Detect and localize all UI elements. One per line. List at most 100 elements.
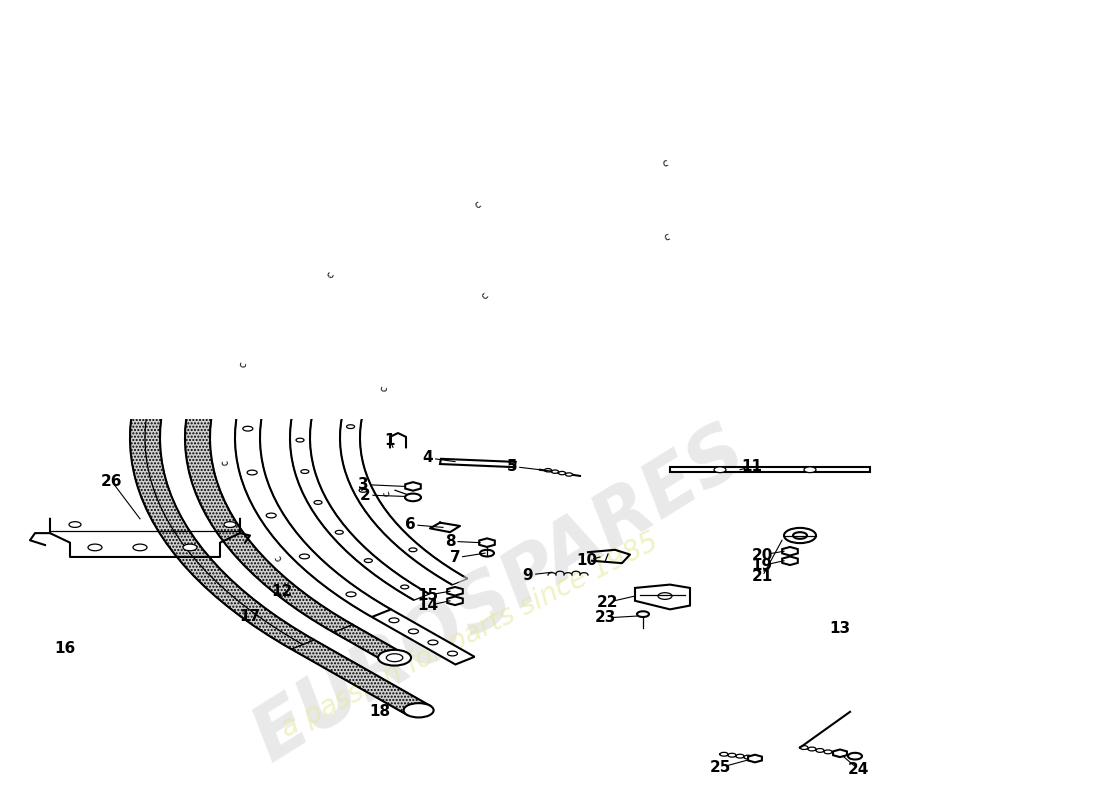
Circle shape: [587, 185, 597, 190]
Text: 17: 17: [240, 609, 261, 624]
Circle shape: [360, 317, 367, 321]
Circle shape: [346, 425, 354, 429]
Circle shape: [409, 548, 417, 552]
Circle shape: [253, 382, 263, 387]
Text: 19: 19: [751, 558, 772, 573]
Circle shape: [808, 747, 816, 751]
Circle shape: [378, 650, 411, 666]
Circle shape: [299, 554, 309, 559]
Text: 13: 13: [829, 621, 850, 636]
Text: c: c: [382, 489, 393, 497]
Circle shape: [744, 755, 752, 759]
Circle shape: [565, 473, 572, 476]
Circle shape: [848, 753, 862, 759]
Circle shape: [346, 592, 356, 597]
Circle shape: [804, 467, 816, 473]
Wedge shape: [235, 159, 820, 617]
Circle shape: [243, 426, 253, 431]
Wedge shape: [340, 209, 820, 585]
Circle shape: [278, 340, 288, 345]
Circle shape: [736, 754, 744, 758]
Text: EUROSPARES: EUROSPARES: [240, 414, 760, 777]
Circle shape: [559, 471, 565, 474]
Text: c: c: [326, 270, 337, 280]
Circle shape: [485, 245, 494, 249]
Circle shape: [332, 346, 340, 350]
Circle shape: [816, 749, 824, 752]
Circle shape: [266, 513, 276, 518]
Circle shape: [789, 189, 796, 192]
Text: 6: 6: [405, 517, 416, 532]
Text: 10: 10: [576, 554, 597, 568]
Text: 16: 16: [54, 641, 76, 656]
Circle shape: [766, 164, 775, 169]
Circle shape: [317, 301, 328, 306]
Circle shape: [405, 494, 421, 501]
Circle shape: [404, 703, 433, 718]
Text: 4: 4: [422, 450, 433, 466]
Text: 2: 2: [360, 487, 371, 502]
Circle shape: [659, 200, 667, 203]
Text: c: c: [473, 199, 483, 210]
Circle shape: [389, 618, 399, 622]
Circle shape: [480, 550, 494, 557]
Circle shape: [88, 544, 102, 550]
Circle shape: [539, 226, 547, 230]
Circle shape: [728, 754, 736, 757]
Circle shape: [528, 259, 536, 263]
Circle shape: [428, 640, 438, 645]
Circle shape: [658, 593, 672, 599]
Text: 15: 15: [417, 587, 439, 602]
Circle shape: [432, 233, 442, 237]
Circle shape: [395, 290, 403, 294]
Circle shape: [723, 192, 732, 196]
Circle shape: [714, 467, 726, 473]
Polygon shape: [333, 625, 404, 662]
Wedge shape: [130, 109, 820, 649]
Circle shape: [69, 522, 81, 527]
Text: c: c: [220, 459, 231, 466]
Text: 14: 14: [417, 598, 439, 613]
Circle shape: [597, 211, 605, 215]
Text: 21: 21: [751, 570, 772, 585]
Text: 20: 20: [751, 547, 772, 562]
Circle shape: [336, 530, 343, 534]
Circle shape: [299, 406, 308, 410]
Text: 18: 18: [370, 704, 390, 719]
Polygon shape: [292, 640, 430, 715]
Text: 8: 8: [444, 534, 455, 549]
Text: c: c: [378, 385, 389, 392]
Text: 5: 5: [507, 459, 517, 474]
Circle shape: [800, 746, 808, 750]
Text: 22: 22: [597, 594, 618, 610]
Circle shape: [386, 654, 403, 662]
Circle shape: [824, 750, 832, 754]
Text: c: c: [480, 290, 491, 302]
Circle shape: [364, 558, 372, 562]
Circle shape: [645, 227, 652, 231]
Circle shape: [408, 629, 418, 634]
Circle shape: [674, 171, 684, 176]
Text: 12: 12: [272, 584, 293, 598]
Circle shape: [248, 470, 257, 475]
Circle shape: [183, 544, 197, 550]
Text: 7: 7: [450, 550, 460, 566]
Text: c: c: [661, 158, 670, 169]
Circle shape: [296, 438, 304, 442]
Bar: [670, 467, 870, 472]
Text: 3: 3: [358, 477, 368, 492]
Circle shape: [793, 532, 807, 539]
Text: 11: 11: [741, 459, 762, 474]
Circle shape: [400, 585, 409, 589]
Circle shape: [776, 213, 783, 217]
Circle shape: [434, 305, 442, 309]
Circle shape: [133, 544, 147, 550]
Text: 26: 26: [101, 474, 123, 489]
Text: c: c: [238, 360, 249, 368]
Polygon shape: [635, 585, 690, 610]
Text: 9: 9: [522, 567, 534, 582]
Circle shape: [224, 522, 236, 527]
Wedge shape: [290, 186, 820, 600]
Text: 24: 24: [847, 762, 869, 777]
Wedge shape: [185, 135, 820, 632]
